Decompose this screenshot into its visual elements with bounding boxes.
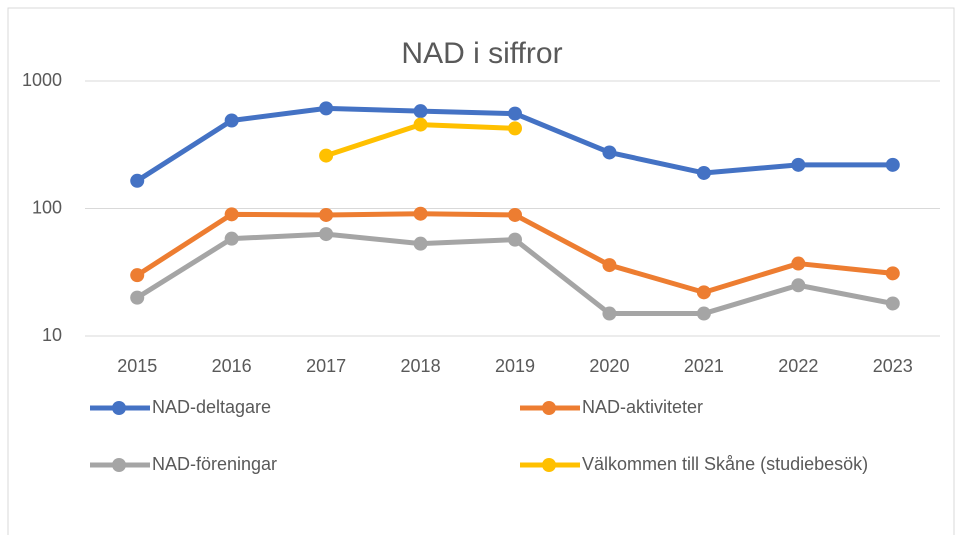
chart-frame [7,7,955,535]
data-point [224,207,239,222]
data-point [508,232,522,247]
data-point [508,106,522,121]
legend-label: Välkommen till Skåne (studiebesök) [582,454,868,474]
data-point [508,207,522,222]
data-point [791,157,806,172]
data-point [602,306,617,321]
legend-label: NAD-deltagare [152,397,271,417]
legend-label: NAD-föreningar [152,454,277,474]
legend-marker [542,401,556,415]
legend-label: NAD-aktiviteter [582,397,703,417]
x-tick-label: 2021 [684,356,724,376]
data-point [696,285,711,300]
data-point [413,236,428,251]
x-tick-label: 2018 [401,356,441,376]
data-point [413,206,428,221]
data-point [413,104,428,119]
data-point [319,148,334,163]
y-tick-label: 10 [42,325,62,345]
y-tick-label: 100 [32,197,62,217]
data-point [602,258,617,273]
data-point [224,113,239,128]
legend-marker [112,401,126,415]
legend-marker [112,458,126,472]
data-point [130,268,145,283]
data-point [791,256,806,271]
data-point [413,117,428,132]
chart-title: NAD i siffror [401,37,562,70]
data-point [885,157,900,172]
data-point [696,165,711,180]
data-point [130,173,145,188]
x-tick-label: 2016 [212,356,252,376]
data-point [319,101,334,116]
y-tick-label: 1000 [22,70,62,90]
x-tick-label: 2023 [873,356,913,376]
x-tick-label: 2019 [495,356,535,376]
x-tick-label: 2020 [589,356,629,376]
data-point [508,121,522,136]
data-point [885,266,900,281]
x-tick-label: 2017 [306,356,346,376]
data-point [696,306,711,321]
data-point [130,290,145,305]
data-point [885,296,900,311]
x-tick-label: 2022 [778,356,818,376]
x-tick-label: 2015 [117,356,157,376]
legend-marker [542,458,556,472]
data-point [602,145,617,160]
data-point [319,227,334,242]
data-point [319,207,334,222]
data-point [791,278,806,293]
data-point [224,231,239,246]
